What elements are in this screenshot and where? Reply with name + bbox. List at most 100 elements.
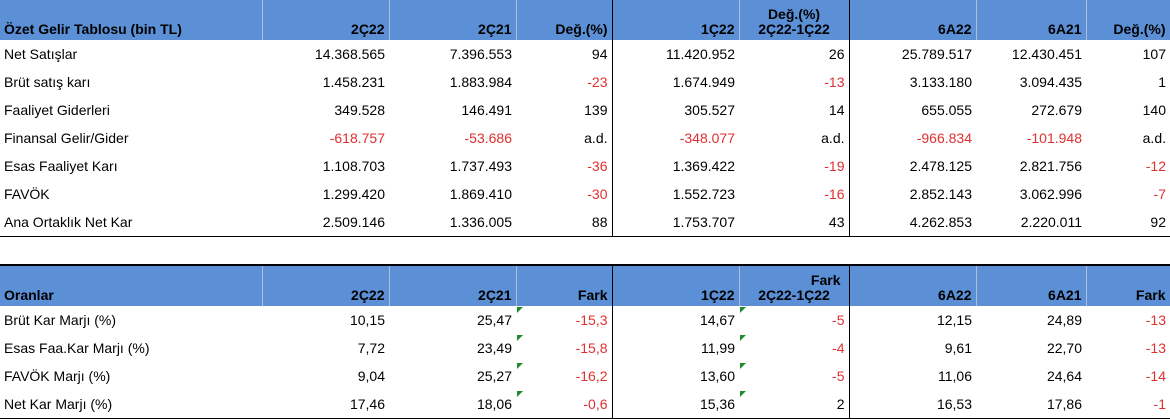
income-row-label: Finansal Gelir/Gider <box>4 130 129 146</box>
ratios-col-2q22: 2Ç22 <box>262 266 390 306</box>
income-row: Faaliyet Giderleri 349.528 146.491 139 305.5… <box>0 96 1170 124</box>
ratios-col-diff: Fark <box>516 266 613 306</box>
income-cell: -966.834 <box>916 130 972 146</box>
income-row-label: Faaliyet Giderleri <box>4 102 110 118</box>
ratios-cell: -14 <box>1145 368 1166 384</box>
income-cell: 1.869.410 <box>449 186 512 202</box>
ratios-row-label: Brüt Kar Marjı (%) <box>4 312 117 328</box>
income-cell: 107 <box>1142 46 1166 62</box>
income-cell: 94 <box>516 40 613 68</box>
ratios-cell: 14,67 <box>699 312 735 328</box>
ratios-row: Net Kar Marjı (%) 17,46 18,06 -0,6 15,36 2 16,… <box>0 390 1170 419</box>
income-col-2q21: 2Ç21 <box>389 0 517 40</box>
ratios-cell: 9,04 <box>357 368 385 384</box>
ratios-cell: 18,06 <box>389 390 516 419</box>
ratios-cell: 11,06 <box>938 368 972 384</box>
income-cell: 140 <box>1142 102 1166 118</box>
income-cell: a.d. <box>516 124 613 152</box>
income-title: Özet Gelir Tablosu (bin TL) <box>0 0 263 40</box>
income-cell: 1.737.493 <box>449 158 512 174</box>
income-row: Brüt satış karı 1.458.231 1.883.984 -23 1.67… <box>0 68 1170 96</box>
income-cell: -7 <box>1153 186 1166 202</box>
income-cell: 1.336.005 <box>389 208 516 237</box>
ratios-col-2q21: 2Ç21 <box>389 266 517 306</box>
income-cell: -348.077 <box>679 130 735 146</box>
ratios-row-label: Esas Faa.Kar Marjı (%) <box>4 340 150 356</box>
income-row: Esas Faaliyet Karı 1.108.703 1.737.493 -36 1… <box>0 152 1170 180</box>
income-row-label: Brüt satış karı <box>4 74 91 90</box>
income-cell: 2.509.146 <box>262 208 389 237</box>
ratios-top-border <box>0 264 1170 266</box>
ratios-col-qoq-diff: Fark 2Ç22-1Ç22 <box>739 266 850 306</box>
income-cell: -19 <box>739 152 850 180</box>
ratios-cell: -15,8 <box>516 334 613 362</box>
income-statement-table: Özet Gelir Tablosu (bin TL) 2Ç22 2Ç21 De… <box>0 0 1170 237</box>
ratios-cell: 17,46 <box>262 390 389 419</box>
ratios-cell: 2 <box>739 390 850 419</box>
ratios-cell: -13 <box>1145 340 1166 356</box>
ratios-row-label: Net Kar Marjı (%) <box>0 390 262 419</box>
income-cell: 1.883.984 <box>449 74 512 90</box>
ratios-cell: 15,36 <box>612 390 739 419</box>
ratios-col-6m22: 6A22 <box>849 266 977 306</box>
income-cell: 11.420.952 <box>665 46 735 62</box>
income-statement-block: Özet Gelir Tablosu (bin TL) 2Ç22 2Ç21 De… <box>0 0 1170 237</box>
ratios-row: Esas Faa.Kar Marjı (%) 7,72 23,49 -15,8 11,9… <box>0 334 1170 362</box>
income-cell: 7.396.553 <box>449 46 512 62</box>
ratios-cell: -5 <box>739 362 850 390</box>
ratios-cell: 13,60 <box>699 368 735 384</box>
income-cell: 1.369.422 <box>672 158 735 174</box>
ratios-col-1q22: 1Ç22 <box>612 266 740 306</box>
ratios-col-qoq-diff-bottom: 2Ç22-1Ç22 <box>758 287 830 303</box>
income-cell: 2.852.143 <box>909 186 972 202</box>
income-cell: 655.055 <box>921 102 972 118</box>
income-cell: -36 <box>516 152 613 180</box>
income-cell: 26 <box>739 40 850 68</box>
ratios-row: Brüt Kar Marjı (%) 10,15 25,47 -15,3 14,67 -5… <box>0 306 1170 334</box>
income-cell: 88 <box>516 208 613 237</box>
ratios-cell: 11,99 <box>701 340 735 356</box>
income-cell: -12 <box>1145 158 1166 174</box>
income-cell: -16 <box>739 180 850 208</box>
ratios-row-label: FAVÖK Marjı (%) <box>4 368 111 384</box>
income-row-label: Ana Ortaklık Net Kar <box>0 208 262 237</box>
ratios-cell: -5 <box>739 306 850 334</box>
income-cell: -53.686 <box>464 130 512 146</box>
income-col-qoq-change: Değ.(%) 2Ç22-1Ç22 <box>739 0 850 40</box>
income-col-qoq-change-bottom: 2Ç22-1Ç22 <box>758 21 830 37</box>
ratios-col-6m-diff: Fark <box>1086 266 1170 306</box>
ratios-cell: -16,2 <box>516 362 613 390</box>
income-cell: 14 <box>739 96 850 124</box>
income-cell: -101.948 <box>1026 130 1082 146</box>
ratios-cell: 22,70 <box>1046 340 1082 356</box>
ratios-cell: -1 <box>1086 390 1170 419</box>
income-cell: 14.368.565 <box>314 46 385 62</box>
ratios-cell: 7,72 <box>357 340 385 356</box>
income-cell: 1.108.703 <box>322 158 385 174</box>
income-cell: 92 <box>1086 208 1170 237</box>
ratios-row: FAVÖK Marjı (%) 9,04 25,27 -16,2 13,60 -5 11,0… <box>0 362 1170 390</box>
ratios-cell: 24,89 <box>1046 312 1082 328</box>
ratios-col-qoq-diff-top: Fark <box>810 272 841 288</box>
income-col-change: Değ.(%) <box>516 0 613 40</box>
ratios-table: Oranlar 2Ç22 2Ç21 Fark 1Ç22 Fark 2Ç22-1Ç… <box>0 266 1170 419</box>
ratios-cell: 17,86 <box>976 390 1086 419</box>
income-row-label: FAVÖK <box>4 186 50 202</box>
income-cell: 139 <box>516 96 613 124</box>
income-cell: 1.674.949 <box>672 74 735 90</box>
income-row: FAVÖK 1.299.420 1.869.410 -30 1.552.723 -16 2.… <box>0 180 1170 208</box>
ratios-cell: 9,61 <box>944 340 972 356</box>
ratios-title: Oranlar <box>0 266 263 306</box>
income-cell: -30 <box>516 180 613 208</box>
ratios-cell: 16,53 <box>849 390 976 419</box>
income-cell: -13 <box>739 68 850 96</box>
income-cell: 349.528 <box>334 102 385 118</box>
income-row-label: Esas Faaliyet Karı <box>4 158 118 174</box>
income-cell: 3.062.996 <box>1019 186 1082 202</box>
income-cell: 1.753.707 <box>612 208 739 237</box>
ratios-cell: 23,49 <box>476 340 512 356</box>
ratios-cell: -13 <box>1145 312 1166 328</box>
ratios-cell: -4 <box>739 334 850 362</box>
income-cell: 2.821.756 <box>1019 158 1082 174</box>
income-cell: 1.299.420 <box>322 186 385 202</box>
